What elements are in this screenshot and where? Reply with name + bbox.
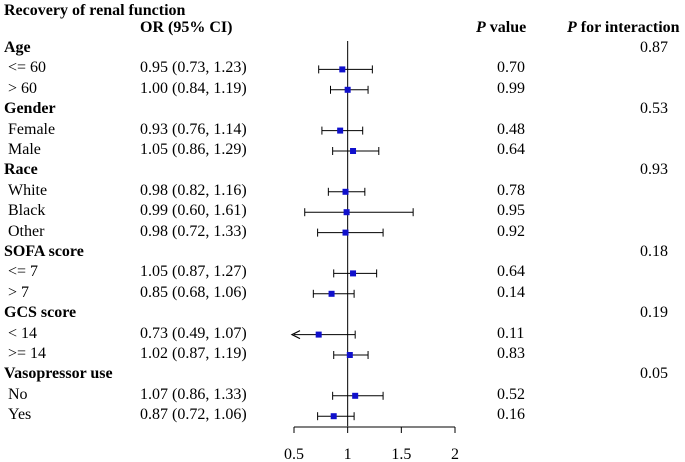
subgroup-label: >= 14 (8, 345, 47, 362)
p-value-column-header: P value (476, 20, 526, 36)
p-interaction-value: 0.87 (640, 39, 668, 56)
x-tick-label: 2 (451, 446, 459, 462)
or-ci-text: 0.99 (0.60, 1.61) (140, 202, 247, 220)
p-value: 0.95 (497, 202, 525, 220)
or-ci-text: 1.00 (0.84, 1.19) (140, 79, 247, 97)
point-estimate (352, 392, 359, 399)
or-ci-text: 1.05 (0.87, 1.27) (140, 263, 247, 281)
p-interaction-column-header: P for interaction (567, 20, 680, 36)
point-estimate (350, 148, 357, 154)
point-estimate (344, 86, 351, 93)
subgroup-label: <= 7 (8, 263, 39, 281)
or-ci-text: 0.87 (0.72, 1.06) (140, 406, 247, 424)
p-value: 0.99 (497, 79, 525, 97)
subgroup-label: Female (8, 120, 56, 138)
or-ci-text: 0.98 (0.72, 1.33) (140, 222, 247, 240)
or-ci-text: 0.98 (0.82, 1.16) (140, 181, 247, 199)
subgroup-label: White (8, 181, 48, 199)
p-value: 0.64 (497, 141, 525, 158)
point-estimate (337, 127, 344, 134)
p-interaction-value: 0.05 (640, 365, 668, 383)
p-value: 0.83 (497, 345, 525, 362)
subgroup-label: Male (8, 141, 41, 158)
p-interaction-value: 0.19 (640, 304, 668, 322)
point-estimate (343, 209, 350, 216)
subgroup-label: Black (8, 202, 46, 220)
p-value: 0.70 (497, 59, 525, 77)
subgroup-label: <= 60 (8, 59, 47, 77)
group-label: Age (4, 39, 31, 56)
point-estimate (342, 229, 349, 236)
chart-title: Recovery of renal function (4, 2, 186, 19)
point-estimate (328, 290, 335, 297)
point-estimate (339, 66, 346, 73)
or-ci-text: 1.05 (0.86, 1.29) (140, 141, 247, 158)
point-estimate (346, 352, 353, 358)
x-tick-label: 0.5 (284, 446, 304, 462)
subgroup-label: Other (8, 222, 45, 240)
subgroup-label: No (8, 385, 28, 403)
or-ci-text: 0.85 (0.68, 1.06) (140, 283, 247, 301)
subgroup-label: > 60 (8, 79, 38, 97)
p-value: 0.48 (497, 120, 525, 138)
point-estimate (350, 270, 357, 277)
x-tick-label: 1.5 (391, 446, 412, 462)
group-label: Race (4, 161, 38, 179)
subgroup-label: < 14 (8, 324, 38, 342)
p-value-header-italic: P (476, 19, 486, 36)
ci-arrow-left (290, 330, 301, 340)
p-interaction-value: 0.53 (640, 100, 668, 118)
group-label: Vasopressor use (4, 365, 113, 383)
or-ci-text: 0.93 (0.76, 1.14) (140, 120, 247, 138)
p-value: 0.52 (497, 385, 525, 403)
or-ci-text: 1.07 (0.86, 1.33) (140, 385, 247, 403)
or-ci-text: 0.73 (0.49, 1.07) (140, 324, 247, 342)
p-value: 0.14 (497, 283, 525, 301)
p-value: 0.16 (497, 406, 525, 424)
or-ci-text: 0.95 (0.73, 1.23) (140, 59, 247, 77)
subgroup-label: Yes (8, 406, 32, 424)
p-interaction-value: 0.18 (640, 243, 668, 260)
estimate-column-header: OR (95% CI) (140, 19, 233, 36)
p-value: 0.92 (497, 222, 525, 240)
or-ci-text: 1.02 (0.87, 1.19) (140, 345, 247, 362)
p-value: 0.64 (497, 263, 525, 281)
group-label: GCS score (4, 304, 77, 322)
p-value: 0.78 (497, 181, 525, 199)
p-value-header-suffix: value (485, 19, 527, 36)
p-interaction-value: 0.93 (640, 161, 668, 179)
p-interaction-header-suffix: for interaction (576, 19, 680, 36)
point-estimate (330, 413, 337, 420)
point-estimate (315, 331, 322, 338)
group-label: Gender (4, 100, 56, 118)
p-value: 0.11 (497, 324, 525, 342)
subgroup-label: > 7 (8, 283, 30, 301)
group-label: SOFA score (4, 243, 84, 260)
p-interaction-header-italic: P (567, 19, 577, 36)
point-estimate (342, 188, 349, 195)
x-tick-label: 1 (343, 446, 352, 462)
